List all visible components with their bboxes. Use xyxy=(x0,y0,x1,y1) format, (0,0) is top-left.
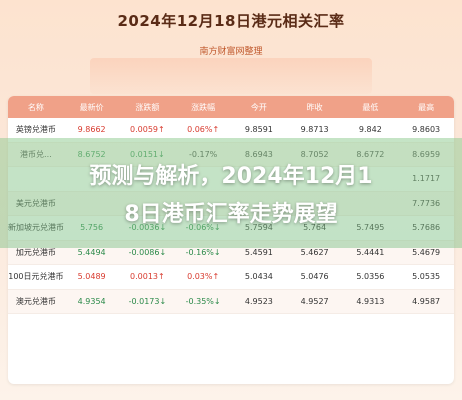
rate-cell: -0.0173↓ xyxy=(119,289,176,314)
rate-cell: 0.03%↑ xyxy=(175,264,231,290)
table-header-row: 名称 最新价 涨跌额 涨跌幅 今开 昨收 最低 最高 xyxy=(8,96,454,118)
rate-cell: 4.9354 xyxy=(63,289,120,314)
rate-cell: 5.0535 xyxy=(398,264,454,290)
rate-cell: 5.0489 xyxy=(63,264,120,290)
headline-line-2: 8日港币汇率走势展望 xyxy=(124,202,338,227)
column-header: 最高 xyxy=(398,96,454,118)
column-header: 涨跌额 xyxy=(119,96,176,118)
rate-cell: 4.9527 xyxy=(286,289,343,314)
headline-line-1: 预测与解析，2024年12月1 xyxy=(89,164,373,189)
headline-overlay: 预测与解析，2024年12月1 8日港币汇率走势展望 xyxy=(0,158,462,234)
currency-pair-name: 澳元兑港币 xyxy=(8,289,64,314)
column-header: 最低 xyxy=(342,96,399,118)
column-header: 涨跌幅 xyxy=(175,96,231,118)
page-subtitle: 南方财富网整理 xyxy=(199,47,263,57)
column-header: 名称 xyxy=(8,96,64,118)
headline-banner xyxy=(0,138,462,248)
rate-cell: 5.0356 xyxy=(342,264,399,290)
rate-cell: 4.9587 xyxy=(398,289,454,314)
rate-cell: 0.0013↑ xyxy=(119,264,176,290)
rate-cell: 5.0476 xyxy=(286,264,343,290)
table-row: 100日元兑港币 5.0489 0.0013↑ 0.03%↑ 5.0434 5.0476 5… xyxy=(8,264,454,290)
rate-cell: 4.9313 xyxy=(342,289,399,314)
column-header: 今开 xyxy=(231,96,287,118)
rate-cell: 5.0434 xyxy=(231,264,287,290)
currency-pair-name: 100日元兑港币 xyxy=(8,264,64,290)
page-title: 2024年12月18日港元相关汇率 xyxy=(117,12,345,30)
rate-cell: -0.35%↓ xyxy=(175,289,231,314)
decorative-banner-shape xyxy=(90,58,372,94)
table-row: 澳元兑港币 4.9354 -0.0173↓ -0.35%↓ 4.9523 4.9527 4.… xyxy=(8,289,454,314)
column-header: 昨收 xyxy=(286,96,343,118)
column-header: 最新价 xyxy=(63,96,120,118)
rate-cell: 4.9523 xyxy=(231,289,287,314)
